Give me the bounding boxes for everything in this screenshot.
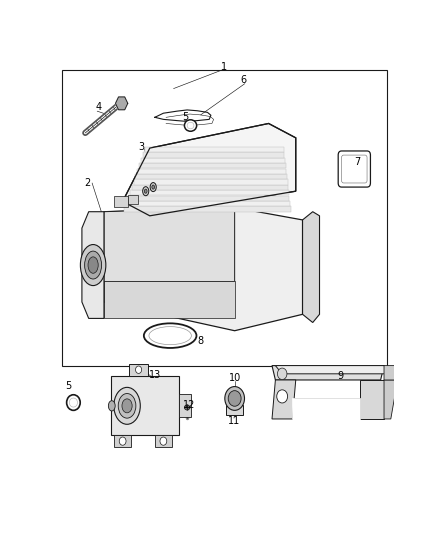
Polygon shape <box>122 103 128 110</box>
FancyBboxPatch shape <box>338 151 371 187</box>
Text: 2: 2 <box>84 178 90 188</box>
Circle shape <box>135 366 141 374</box>
Bar <box>128 195 138 204</box>
Polygon shape <box>141 158 285 163</box>
Ellipse shape <box>143 187 149 196</box>
Circle shape <box>119 437 126 445</box>
Polygon shape <box>155 435 172 447</box>
Circle shape <box>277 390 288 403</box>
Text: 13: 13 <box>149 370 161 380</box>
Polygon shape <box>272 380 296 419</box>
Ellipse shape <box>69 398 78 407</box>
Bar <box>114 196 128 207</box>
Ellipse shape <box>108 401 115 411</box>
Polygon shape <box>82 212 104 318</box>
Ellipse shape <box>67 395 80 410</box>
Polygon shape <box>360 380 384 419</box>
Polygon shape <box>145 147 284 152</box>
Polygon shape <box>130 190 289 196</box>
Ellipse shape <box>88 257 98 273</box>
Polygon shape <box>104 207 235 281</box>
Text: 12: 12 <box>183 400 195 410</box>
Text: 5: 5 <box>182 112 189 122</box>
Polygon shape <box>143 152 285 158</box>
Text: 8: 8 <box>198 336 204 346</box>
Circle shape <box>160 437 167 445</box>
Polygon shape <box>122 97 128 103</box>
Polygon shape <box>114 435 131 447</box>
Text: 6: 6 <box>240 75 246 85</box>
Polygon shape <box>135 174 287 179</box>
Ellipse shape <box>118 393 136 418</box>
Polygon shape <box>123 124 296 216</box>
Polygon shape <box>119 97 125 103</box>
Polygon shape <box>272 366 384 380</box>
Text: 5: 5 <box>65 381 71 391</box>
Polygon shape <box>179 394 191 417</box>
Polygon shape <box>384 380 398 419</box>
Ellipse shape <box>184 405 190 410</box>
Ellipse shape <box>114 387 140 424</box>
Polygon shape <box>128 196 290 201</box>
Polygon shape <box>303 212 320 322</box>
Polygon shape <box>104 207 303 330</box>
Polygon shape <box>116 97 122 103</box>
Ellipse shape <box>150 183 156 191</box>
Text: 11: 11 <box>228 416 240 426</box>
Text: 4: 4 <box>96 102 102 112</box>
Ellipse shape <box>85 251 102 279</box>
Polygon shape <box>384 366 399 380</box>
Polygon shape <box>116 103 122 110</box>
Polygon shape <box>104 281 235 318</box>
Ellipse shape <box>144 324 197 348</box>
Bar <box>62 70 387 366</box>
Ellipse shape <box>187 122 194 129</box>
Polygon shape <box>137 168 286 174</box>
Text: 1: 1 <box>222 62 227 72</box>
Text: 7: 7 <box>354 157 360 167</box>
Ellipse shape <box>122 399 132 413</box>
Ellipse shape <box>184 120 197 131</box>
Ellipse shape <box>149 327 191 345</box>
Polygon shape <box>139 163 286 168</box>
Text: 10: 10 <box>229 373 241 383</box>
Ellipse shape <box>81 245 106 286</box>
Polygon shape <box>119 103 125 110</box>
Polygon shape <box>130 364 148 376</box>
Text: 9: 9 <box>338 371 344 381</box>
Polygon shape <box>226 406 243 415</box>
Ellipse shape <box>152 185 155 189</box>
Polygon shape <box>132 185 288 190</box>
Ellipse shape <box>145 189 147 193</box>
Ellipse shape <box>228 391 241 406</box>
Polygon shape <box>276 366 391 374</box>
Polygon shape <box>134 179 288 184</box>
Circle shape <box>277 368 287 379</box>
Text: 3: 3 <box>138 142 145 152</box>
Polygon shape <box>124 206 291 212</box>
Ellipse shape <box>225 386 244 410</box>
Polygon shape <box>111 376 179 435</box>
Polygon shape <box>293 399 360 419</box>
Polygon shape <box>126 201 290 206</box>
